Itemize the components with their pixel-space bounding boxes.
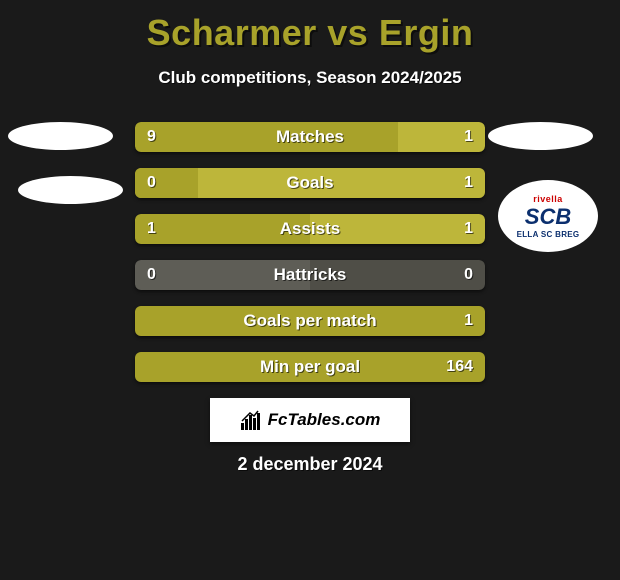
scb-badge-top-text: rivella [533,194,563,204]
stat-label: Assists [135,214,485,244]
branding-box: FcTables.com [210,398,410,442]
stat-row: 91Matches [135,122,485,152]
comparison-infographic: { "title": { "full": "Scharmer vs Ergin"… [0,0,620,580]
stat-row: 11Assists [135,214,485,244]
right-team-badge-scb: rivella SCB ELLA SC BREG [498,180,598,252]
scb-badge-main-text: SCB [525,206,571,228]
stat-label: Hattricks [135,260,485,290]
stat-label: Matches [135,122,485,152]
stat-rows: 91Matches 01Goals 11Assists 00Hattricks 1Goa… [135,122,485,398]
stat-label: Min per goal [135,352,485,382]
stat-row: 00Hattricks [135,260,485,290]
page-title: Scharmer vs Ergin [0,0,620,54]
branding-label: FcTables.com [268,410,381,430]
subtitle: Club competitions, Season 2024/2025 [0,68,620,88]
stat-row: 01Goals [135,168,485,198]
left-team-badge-placeholder-2 [18,176,123,204]
title-left: Scharmer [147,12,317,53]
left-team-badge-placeholder-1 [8,122,113,150]
stat-label: Goals [135,168,485,198]
title-vs: vs [317,12,379,53]
stat-label: Goals per match [135,306,485,336]
chart-icon [240,409,262,431]
stat-row: 1Goals per match [135,306,485,336]
date-label: 2 december 2024 [0,454,620,475]
title-right: Ergin [379,12,474,53]
right-team-badge-placeholder [488,122,593,150]
stat-row: 164Min per goal [135,352,485,382]
scb-badge-bottom-text: ELLA SC BREG [517,230,580,239]
